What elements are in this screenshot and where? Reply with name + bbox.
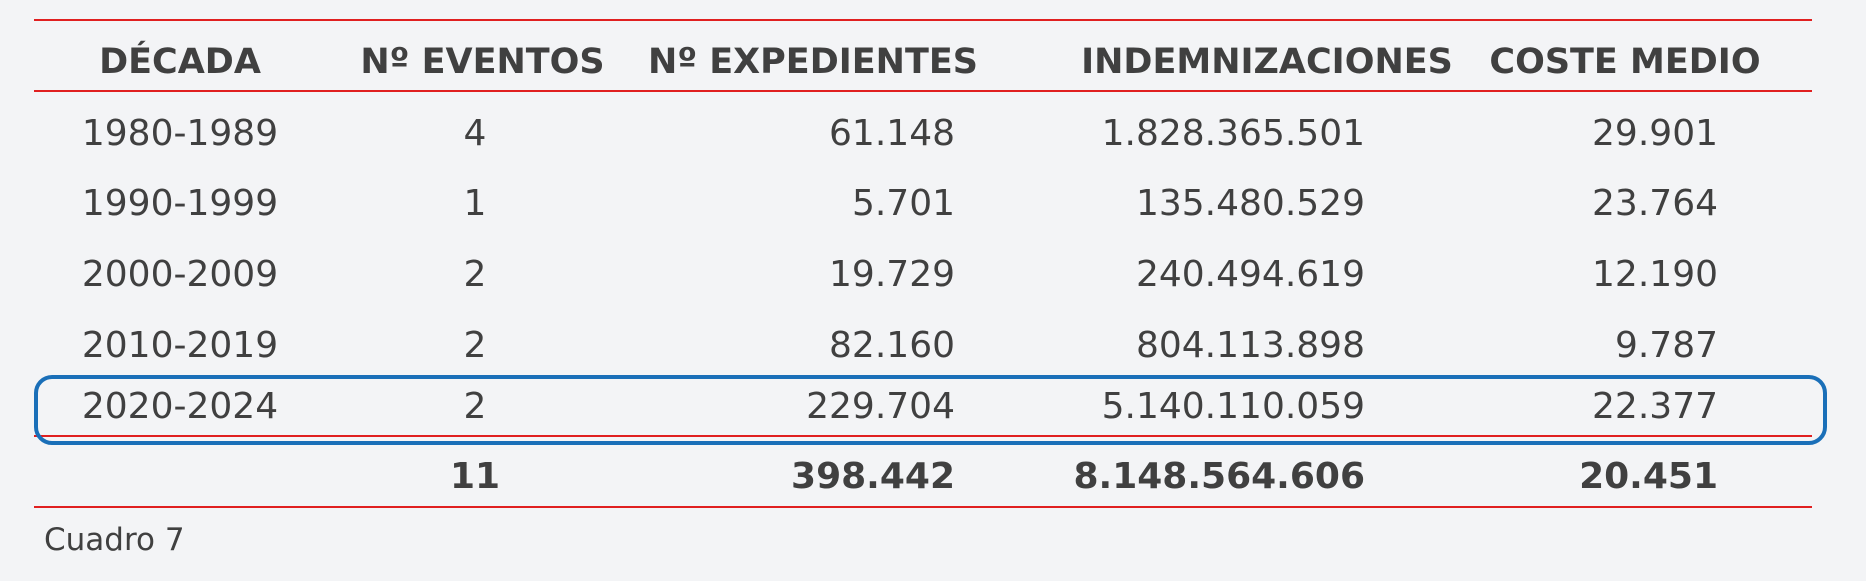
header-coste-medio: COSTE MEDIO [1489, 42, 1761, 82]
cell-coste: 23.764 [1592, 183, 1718, 224]
cell-decada: 2000-2009 [81, 254, 279, 295]
cell-eventos: 2 [463, 254, 487, 295]
header-expedientes: Nº EXPEDIENTES [648, 42, 978, 82]
cell-indemnizaciones: 1.828.365.501 [1101, 113, 1365, 154]
cell-indemnizaciones: 135.480.529 [1135, 183, 1365, 224]
cell-coste: 29.901 [1592, 113, 1718, 154]
cell-decada: 2010-2019 [81, 325, 279, 366]
cell-decada: 2020-2024 [81, 386, 279, 427]
cell-eventos: 2 [463, 386, 487, 427]
cell-eventos: 4 [463, 113, 487, 154]
header-indemnizaciones: INDEMNIZACIONES [1081, 42, 1453, 82]
cell-eventos: 1 [463, 183, 487, 224]
top-rule [34, 19, 1812, 21]
cell-coste: 12.190 [1592, 254, 1718, 295]
cell-indemnizaciones: 240.494.619 [1135, 254, 1365, 295]
cell-indemnizaciones: 804.113.898 [1135, 325, 1365, 366]
cell-expedientes: 82.160 [829, 325, 955, 366]
cell-expedientes: 229.704 [806, 386, 955, 427]
cell-expedientes: 19.729 [829, 254, 955, 295]
bottom-rule [34, 506, 1812, 508]
highlight-box [34, 375, 1827, 445]
cell-decada: 1980-1989 [81, 113, 279, 154]
cell-expedientes: 5.701 [851, 183, 955, 224]
cell-coste: 22.377 [1592, 386, 1718, 427]
total-eventos: 11 [449, 456, 501, 497]
header-eventos: Nº EVENTOS [360, 42, 605, 82]
cell-decada: 1990-1999 [81, 183, 279, 224]
header-decada: DÉCADA [99, 42, 261, 82]
total-coste: 20.451 [1579, 456, 1718, 497]
table-caption: Cuadro 7 [44, 522, 185, 558]
header-rule [34, 90, 1812, 92]
cell-indemnizaciones: 5.140.110.059 [1101, 386, 1365, 427]
cell-coste: 9.787 [1614, 325, 1718, 366]
cell-expedientes: 61.148 [829, 113, 955, 154]
cell-eventos: 2 [463, 325, 487, 366]
total-indemnizaciones: 8.148.564.606 [1073, 456, 1365, 497]
total-rule [34, 435, 1812, 437]
total-expedientes: 398.442 [791, 456, 955, 497]
